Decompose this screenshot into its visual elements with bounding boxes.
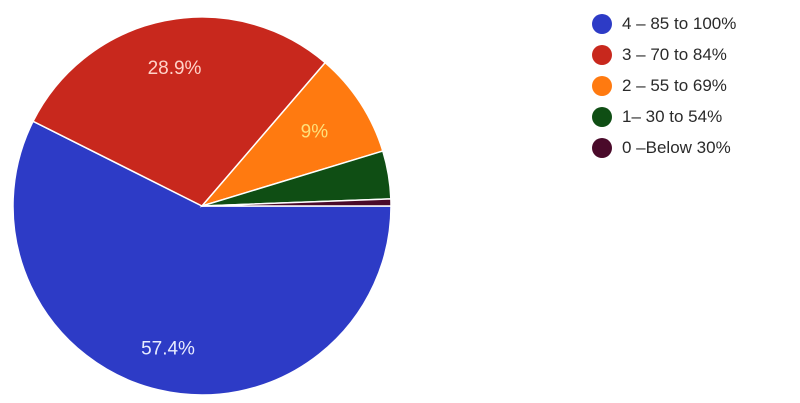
legend-label: 0 –Below 30% <box>622 137 731 157</box>
legend-swatch-icon <box>592 44 612 65</box>
pie-slice <box>201 198 392 207</box>
legend-swatch-icon <box>592 137 612 158</box>
legend-label: 2 – 55 to 69% <box>622 75 727 95</box>
legend: 4 – 85 to 100% 3 – 70 to 84% 2 – 55 to 6… <box>592 8 736 163</box>
legend-label: 1– 30 to 54% <box>622 106 723 126</box>
legend-swatch-icon <box>592 106 612 127</box>
pie-slice-label: 57.4% <box>141 339 195 360</box>
pie-slice-label: 28.9% <box>148 58 202 79</box>
pie-slice-labels: 57.4% 28.9% 9% <box>141 58 328 360</box>
legend-item: 0 –Below 30% <box>592 132 736 163</box>
pie-slice-label: 9% <box>301 122 329 143</box>
legend-swatch-icon <box>592 75 612 96</box>
pie-slice <box>199 61 384 208</box>
legend-item: 3 – 70 to 84% <box>592 39 736 70</box>
pie-slice <box>12 120 392 396</box>
pie-slice <box>32 16 327 207</box>
pie-slices <box>12 16 392 396</box>
legend-item: 2 – 55 to 69% <box>592 70 736 101</box>
legend-label: 3 – 70 to 84% <box>622 44 727 64</box>
legend-item: 1– 30 to 54% <box>592 101 736 132</box>
legend-label: 4 – 85 to 100% <box>622 13 737 33</box>
legend-swatch-icon <box>592 13 612 34</box>
legend-item: 4 – 85 to 100% <box>592 8 736 39</box>
